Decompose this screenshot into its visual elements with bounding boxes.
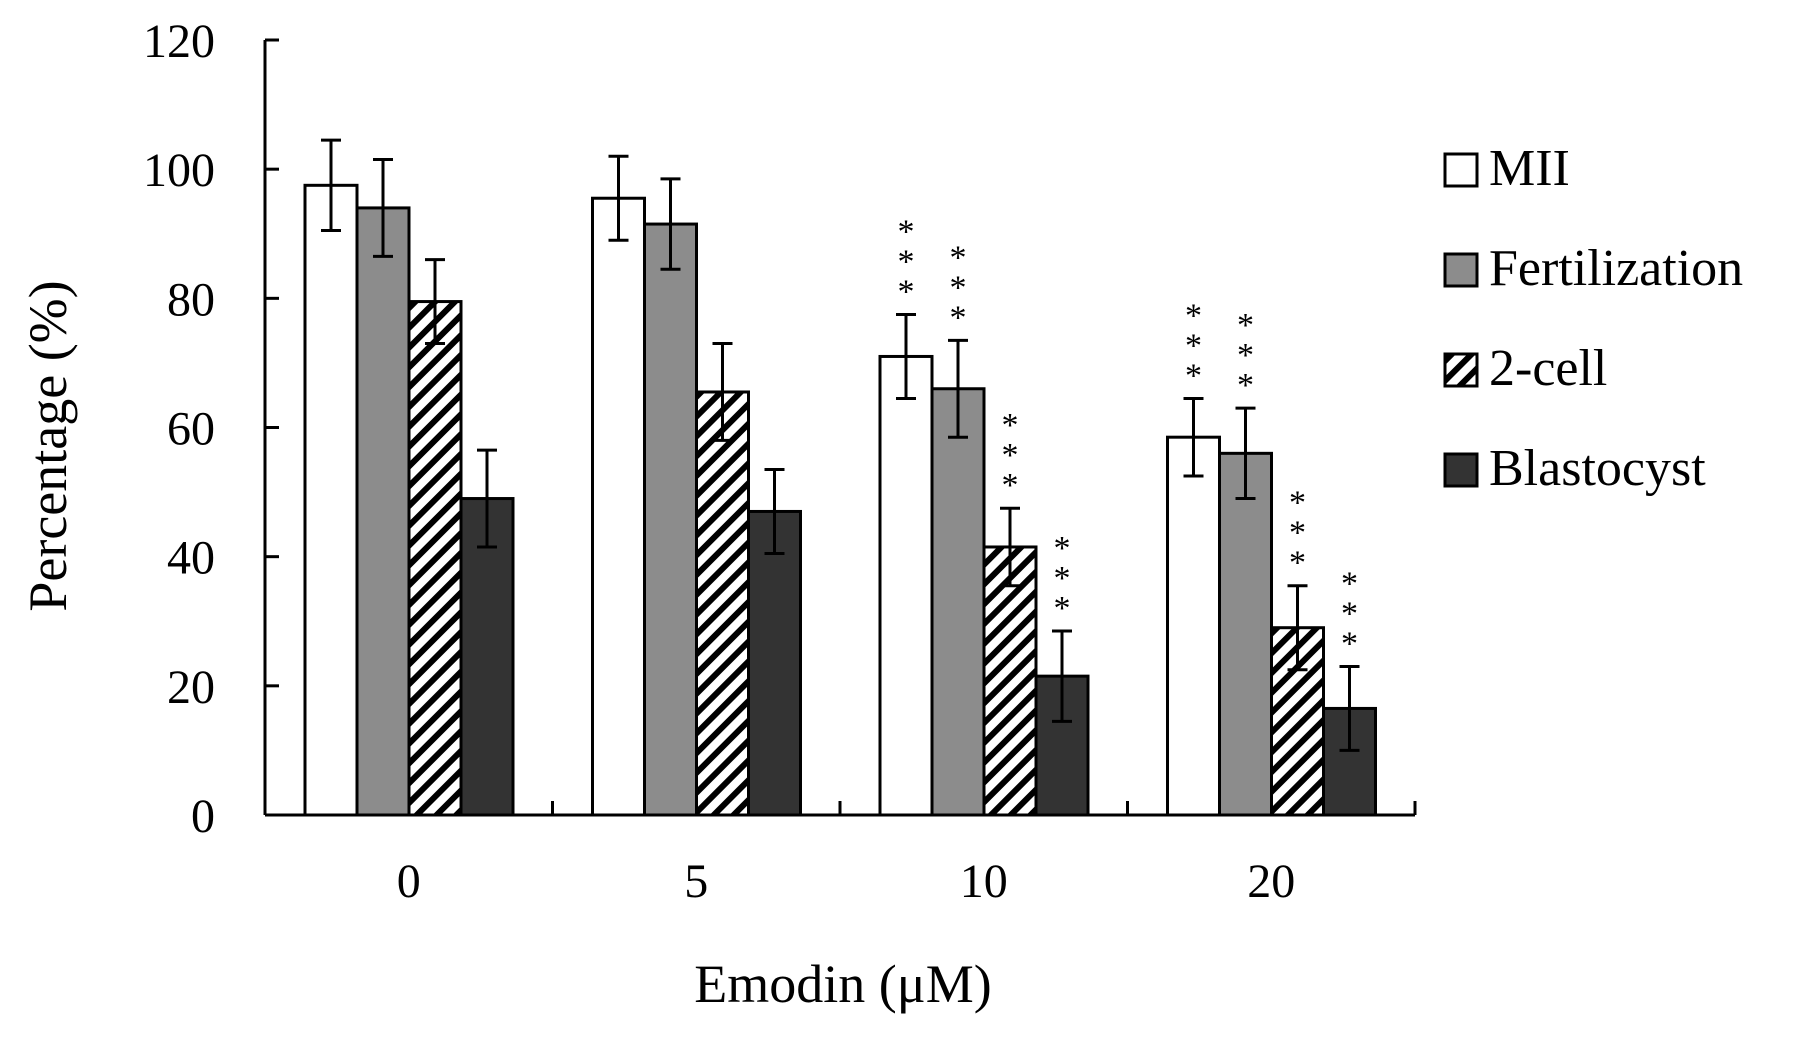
x-tick-label: 20 [1247, 855, 1295, 908]
significance-star: * [1185, 357, 1202, 394]
significance-star: * [1341, 565, 1358, 602]
bar-mii [591, 196, 646, 817]
bar-fertilization [643, 222, 698, 817]
bar-mii [878, 354, 934, 817]
significance-star: * [1289, 515, 1306, 552]
significance-star: * [1054, 530, 1071, 567]
significance-star: * [898, 273, 915, 310]
bar-2-cell [695, 390, 750, 817]
significance-star: * [1054, 590, 1071, 627]
significance-star: * [1185, 297, 1202, 334]
significance-star: * [950, 269, 967, 306]
significance-star: * [1237, 337, 1254, 374]
legend-swatch [1443, 352, 1479, 388]
bar-fertilization [930, 387, 986, 817]
bar-2-cell [407, 300, 463, 817]
significance-star: * [1341, 625, 1358, 662]
x-tick-label: 10 [960, 855, 1008, 908]
significance-star: * [1185, 327, 1202, 364]
bar-mii [303, 183, 359, 817]
legend-swatch [1443, 252, 1479, 288]
y-tick-label: 60 [167, 403, 215, 456]
legend-swatch [1443, 452, 1479, 488]
legend-swatch [1443, 152, 1479, 188]
significance-star: * [1341, 595, 1358, 632]
y-tick-label: 100 [143, 144, 215, 197]
y-tick-label: 40 [167, 532, 215, 585]
bar-fertilization [355, 206, 411, 817]
significance-star: * [1289, 485, 1306, 522]
significance-star: * [1054, 560, 1071, 597]
bar-blastocyst [459, 497, 515, 817]
legend-label: MII [1489, 140, 1570, 197]
significance-star: * [950, 299, 967, 336]
y-tick-label: 0 [191, 790, 215, 843]
significance-star: * [1002, 437, 1019, 474]
x-tick-label: 0 [397, 855, 421, 908]
y-tick-label: 20 [167, 661, 215, 714]
y-axis-label: Percentage (%) [18, 280, 78, 611]
bar-mii [1166, 435, 1221, 817]
significance-star: * [1289, 545, 1306, 582]
significance-star: * [1002, 467, 1019, 504]
y-tick-label: 120 [143, 15, 215, 68]
legend-label: 2-cell [1489, 340, 1607, 397]
significance-star: * [1237, 307, 1254, 344]
significance-star: * [1237, 367, 1254, 404]
bar-fertilization [1218, 451, 1273, 817]
legend: MII Fertilization 2-cell Blastocyst [1443, 140, 1743, 497]
x-axis-label: Emodin (μM) [694, 954, 991, 1014]
bar-blastocyst [747, 509, 802, 817]
significance-star: * [898, 213, 915, 250]
significance-star: * [898, 243, 915, 280]
legend-label: Blastocyst [1489, 440, 1706, 497]
x-tick-label: 5 [684, 855, 708, 908]
significance-star: * [1002, 407, 1019, 444]
significance-star: * [950, 239, 967, 276]
y-tick-label: 80 [167, 273, 215, 326]
legend-label: Fertilization [1489, 240, 1743, 297]
